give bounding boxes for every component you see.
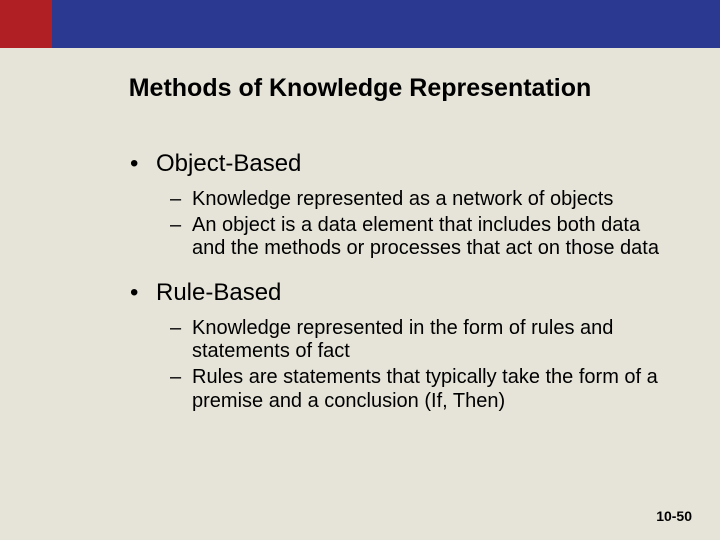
bullet-level2: Knowledge represented in the form of rul… (130, 317, 660, 364)
bullet-level1: Object-Based (130, 150, 660, 178)
body-list: Object-Based Knowledge represented as a … (130, 144, 660, 413)
accent-blue-bar (52, 0, 720, 48)
bullet-level2: Rules are statements that typically take… (130, 366, 660, 413)
page-number: 10-50 (656, 508, 692, 524)
slide-title: Methods of Knowledge Representation (0, 74, 720, 103)
content-area: Methods of Knowledge Representation Obje… (0, 48, 720, 540)
bullet-level1: Rule-Based (130, 279, 660, 307)
bullet-level2: Knowledge represented as a network of ob… (130, 188, 660, 212)
slide: Methods of Knowledge Representation Obje… (0, 0, 720, 540)
accent-red-block (0, 0, 52, 48)
bullet-level2: An object is a data element that include… (130, 214, 660, 261)
top-bar (0, 0, 720, 48)
